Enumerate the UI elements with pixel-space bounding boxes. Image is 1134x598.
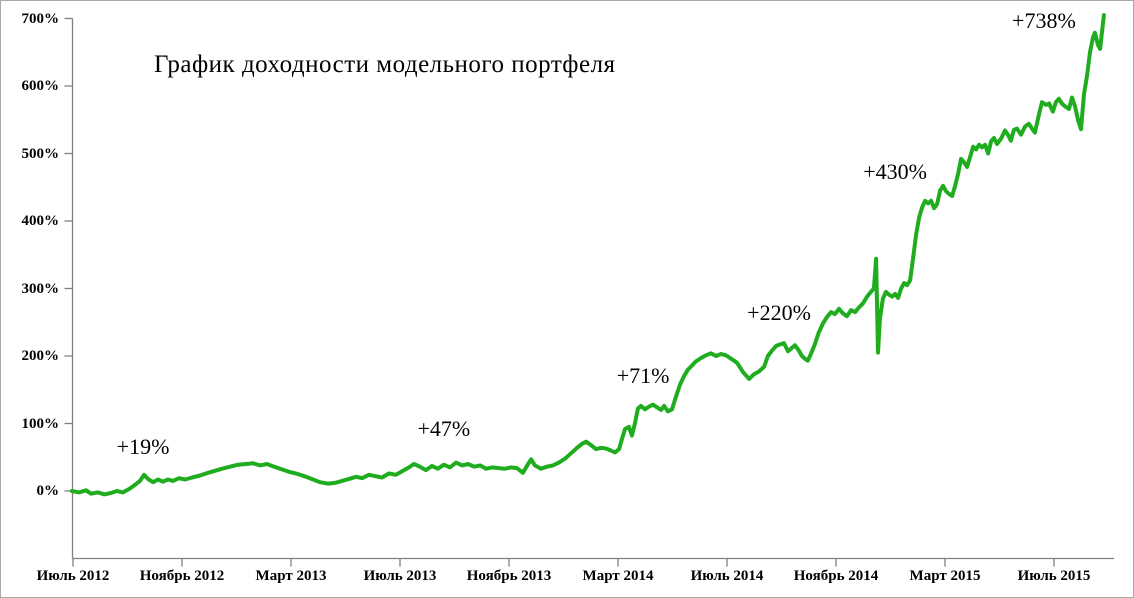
- y-tick-label: 0%: [36, 483, 60, 499]
- data-label: +71%: [616, 362, 670, 388]
- y-tick-label: 400%: [21, 213, 60, 229]
- y-tick-label: 200%: [21, 348, 60, 364]
- x-tick-label: Ноябрь 2013: [466, 568, 552, 584]
- x-tick-label: Март 2014: [582, 568, 654, 584]
- y-tick-label: 600%: [21, 78, 60, 94]
- x-tick-label: Ноябрь 2012: [139, 568, 225, 584]
- y-tick-label: 100%: [21, 415, 60, 432]
- x-tick-label: Март 2013: [255, 568, 327, 584]
- x-tick-label: Июль 2015: [1017, 568, 1091, 584]
- y-tick-label: 500%: [21, 145, 60, 162]
- data-label: +19%: [116, 433, 170, 459]
- chart-title: График доходности модельного портфеля: [154, 51, 616, 78]
- return-curve: [69, 13, 1106, 497]
- y-tick-label: 700%: [21, 10, 60, 27]
- data-label: +47%: [417, 416, 471, 442]
- y-tick-label: 300%: [21, 280, 60, 297]
- data-label: +220%: [747, 300, 811, 326]
- data-label: +430%: [863, 159, 927, 185]
- x-tick-label: Ноябрь 2014: [793, 568, 879, 584]
- x-tick-label: Июль 2014: [690, 568, 764, 584]
- x-tick-label: Июль 2012: [36, 568, 110, 584]
- x-tick-label: Июль 2013: [363, 568, 437, 584]
- x-tick-label: Март 2015: [909, 568, 981, 584]
- data-label: +738%: [1012, 7, 1076, 33]
